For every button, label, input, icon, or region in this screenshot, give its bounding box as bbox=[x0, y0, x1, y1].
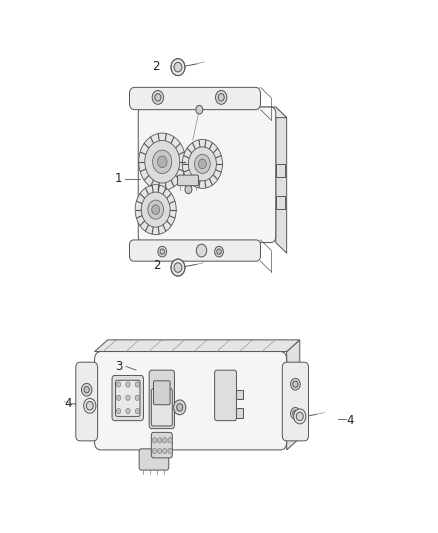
Circle shape bbox=[117, 382, 121, 387]
Circle shape bbox=[152, 150, 172, 173]
FancyBboxPatch shape bbox=[139, 449, 169, 470]
Circle shape bbox=[196, 106, 203, 114]
Circle shape bbox=[173, 400, 186, 415]
Text: 4: 4 bbox=[65, 397, 72, 410]
Circle shape bbox=[81, 383, 92, 396]
Circle shape bbox=[126, 408, 130, 414]
FancyBboxPatch shape bbox=[149, 370, 174, 429]
Text: 2: 2 bbox=[153, 259, 161, 272]
FancyBboxPatch shape bbox=[215, 370, 237, 421]
Text: 2: 2 bbox=[152, 60, 159, 72]
Circle shape bbox=[290, 408, 300, 419]
Circle shape bbox=[148, 200, 163, 219]
Polygon shape bbox=[237, 408, 243, 418]
FancyBboxPatch shape bbox=[130, 240, 261, 261]
Polygon shape bbox=[276, 107, 287, 253]
Circle shape bbox=[126, 395, 130, 400]
FancyBboxPatch shape bbox=[153, 381, 170, 405]
Circle shape bbox=[174, 62, 182, 72]
Polygon shape bbox=[276, 165, 286, 177]
Circle shape bbox=[196, 244, 207, 257]
Polygon shape bbox=[237, 390, 243, 399]
Circle shape bbox=[296, 412, 303, 421]
Circle shape bbox=[168, 448, 172, 454]
Circle shape bbox=[182, 140, 223, 188]
Circle shape bbox=[188, 147, 216, 181]
Circle shape bbox=[290, 378, 300, 390]
Text: 4: 4 bbox=[346, 414, 354, 427]
Circle shape bbox=[145, 141, 180, 183]
Circle shape bbox=[174, 263, 182, 272]
Circle shape bbox=[171, 59, 185, 76]
Polygon shape bbox=[95, 340, 300, 352]
Circle shape bbox=[293, 409, 306, 424]
Circle shape bbox=[117, 395, 121, 400]
Circle shape bbox=[217, 249, 221, 254]
Circle shape bbox=[185, 185, 192, 193]
Circle shape bbox=[86, 401, 93, 410]
FancyBboxPatch shape bbox=[116, 380, 140, 416]
Circle shape bbox=[135, 395, 140, 400]
Circle shape bbox=[135, 184, 176, 235]
Circle shape bbox=[157, 156, 167, 167]
FancyBboxPatch shape bbox=[112, 375, 144, 421]
Text: 1: 1 bbox=[115, 172, 122, 185]
Circle shape bbox=[152, 448, 156, 454]
Text: 3: 3 bbox=[115, 360, 122, 373]
Circle shape bbox=[293, 381, 298, 387]
Circle shape bbox=[198, 159, 206, 168]
Circle shape bbox=[152, 438, 156, 443]
Circle shape bbox=[135, 382, 140, 387]
FancyBboxPatch shape bbox=[151, 432, 172, 458]
FancyBboxPatch shape bbox=[177, 175, 198, 185]
Circle shape bbox=[157, 438, 162, 443]
FancyBboxPatch shape bbox=[76, 362, 98, 441]
Circle shape bbox=[152, 91, 163, 104]
Circle shape bbox=[160, 249, 164, 254]
Circle shape bbox=[157, 448, 162, 454]
Circle shape bbox=[168, 438, 172, 443]
Circle shape bbox=[139, 133, 186, 190]
Circle shape bbox=[218, 94, 224, 101]
FancyBboxPatch shape bbox=[130, 87, 261, 110]
Circle shape bbox=[171, 259, 185, 276]
FancyBboxPatch shape bbox=[95, 352, 287, 450]
Circle shape bbox=[84, 398, 96, 413]
Circle shape bbox=[162, 448, 167, 454]
Circle shape bbox=[84, 386, 89, 393]
Circle shape bbox=[293, 410, 298, 416]
Circle shape bbox=[117, 408, 121, 414]
Circle shape bbox=[155, 94, 161, 101]
FancyBboxPatch shape bbox=[283, 362, 308, 441]
FancyBboxPatch shape bbox=[138, 107, 276, 243]
Polygon shape bbox=[287, 340, 300, 450]
Circle shape bbox=[158, 246, 166, 257]
Polygon shape bbox=[138, 107, 287, 118]
FancyBboxPatch shape bbox=[151, 389, 172, 426]
Circle shape bbox=[215, 91, 227, 104]
Circle shape bbox=[152, 205, 159, 214]
Circle shape bbox=[177, 403, 183, 411]
Circle shape bbox=[162, 438, 167, 443]
Circle shape bbox=[135, 408, 140, 414]
Circle shape bbox=[126, 382, 130, 387]
Polygon shape bbox=[276, 196, 286, 209]
Circle shape bbox=[215, 246, 223, 257]
Circle shape bbox=[194, 155, 210, 173]
Circle shape bbox=[141, 192, 170, 227]
